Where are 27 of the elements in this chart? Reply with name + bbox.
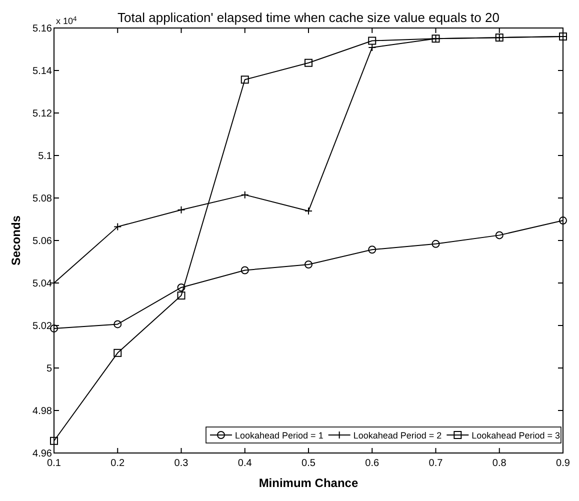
- legend-label: Lookahead Period = 1: [235, 430, 324, 440]
- y-tick-label: 5.06: [32, 236, 52, 247]
- x-tick-label: 0.1: [47, 458, 62, 469]
- y-tick-label: 5: [46, 364, 52, 374]
- y-tick-label: 5.04: [32, 278, 52, 290]
- y-tick-label: 5.1: [38, 151, 52, 162]
- x-tick-label: 0.5: [302, 458, 316, 469]
- y-tick-label: 5.02: [32, 321, 52, 332]
- y-tick-label: 4.98: [32, 406, 52, 417]
- x-tick-label: 0.6: [365, 458, 380, 469]
- x-tick-label: 0.4: [238, 458, 252, 469]
- y-tick-label: 4.96: [32, 448, 52, 460]
- y-axis-title: Seconds: [9, 215, 23, 266]
- x-tick-label: 0.9: [556, 458, 570, 469]
- y-tick-label: 5.08: [32, 194, 52, 204]
- legend-label: Lookahead Period = 2: [353, 430, 442, 440]
- x-axis-title: Minimum Chance: [258, 476, 358, 490]
- chart-title: Total application' elapsed time when cache size value equals to 20: [118, 10, 500, 25]
- y-tick-label: 5.12: [32, 108, 52, 120]
- legend-label: Lookahead Period = 3: [472, 430, 560, 440]
- x-tick-label: 0.3: [174, 458, 189, 469]
- x-tick-label: 0.2: [110, 458, 126, 469]
- text: x 10$^{4}$: [56, 16, 78, 26]
- x-tick-label: 0.8: [492, 458, 507, 469]
- y-tick-label: 5.14: [32, 66, 52, 77]
- x-tick-label: 0.7: [428, 458, 444, 469]
- y-tick-label: 5.16: [32, 24, 52, 34]
